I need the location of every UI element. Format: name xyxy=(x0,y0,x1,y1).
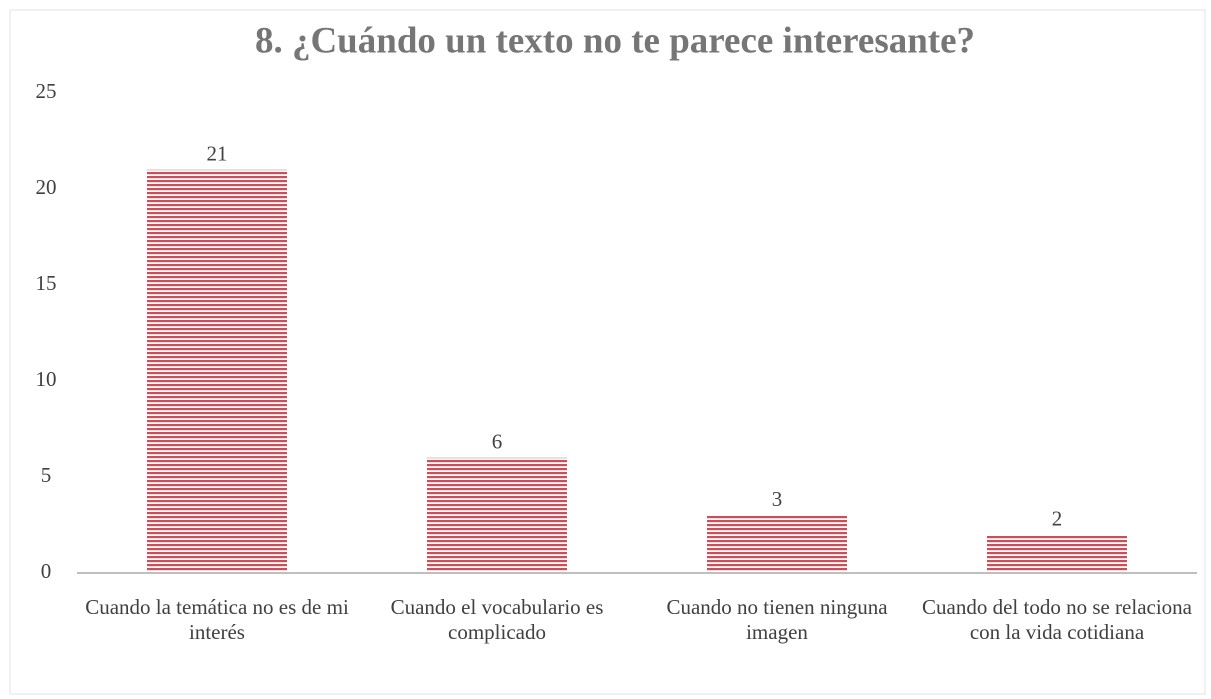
data-label: 2 xyxy=(1052,506,1063,530)
y-tick-label: 15 xyxy=(36,271,57,295)
data-label: 21 xyxy=(207,142,228,166)
bar xyxy=(707,515,847,573)
bar xyxy=(427,457,567,573)
y-tick-label: 0 xyxy=(41,559,52,583)
data-label: 3 xyxy=(772,487,783,511)
x-tick-label: Cuando el vocabulario es complicado xyxy=(390,595,604,644)
y-tick-label: 20 xyxy=(36,175,57,199)
x-tick-label: Cuando la temática no es de mi interés xyxy=(85,595,349,644)
data-label: 6 xyxy=(492,430,503,454)
x-tick-label: Cuando del todo no se relaciona con la v… xyxy=(922,595,1193,644)
chart-border xyxy=(9,9,1206,695)
x-tick-label: Cuando no tienen ninguna imagen xyxy=(666,595,888,644)
bar xyxy=(147,169,287,574)
y-tick-label: 25 xyxy=(36,79,57,103)
y-tick-label: 10 xyxy=(36,367,57,391)
chart-title: 8. ¿Cuándo un texto no te parece interes… xyxy=(255,20,975,61)
bar xyxy=(987,534,1127,573)
y-tick-label: 5 xyxy=(41,463,52,487)
